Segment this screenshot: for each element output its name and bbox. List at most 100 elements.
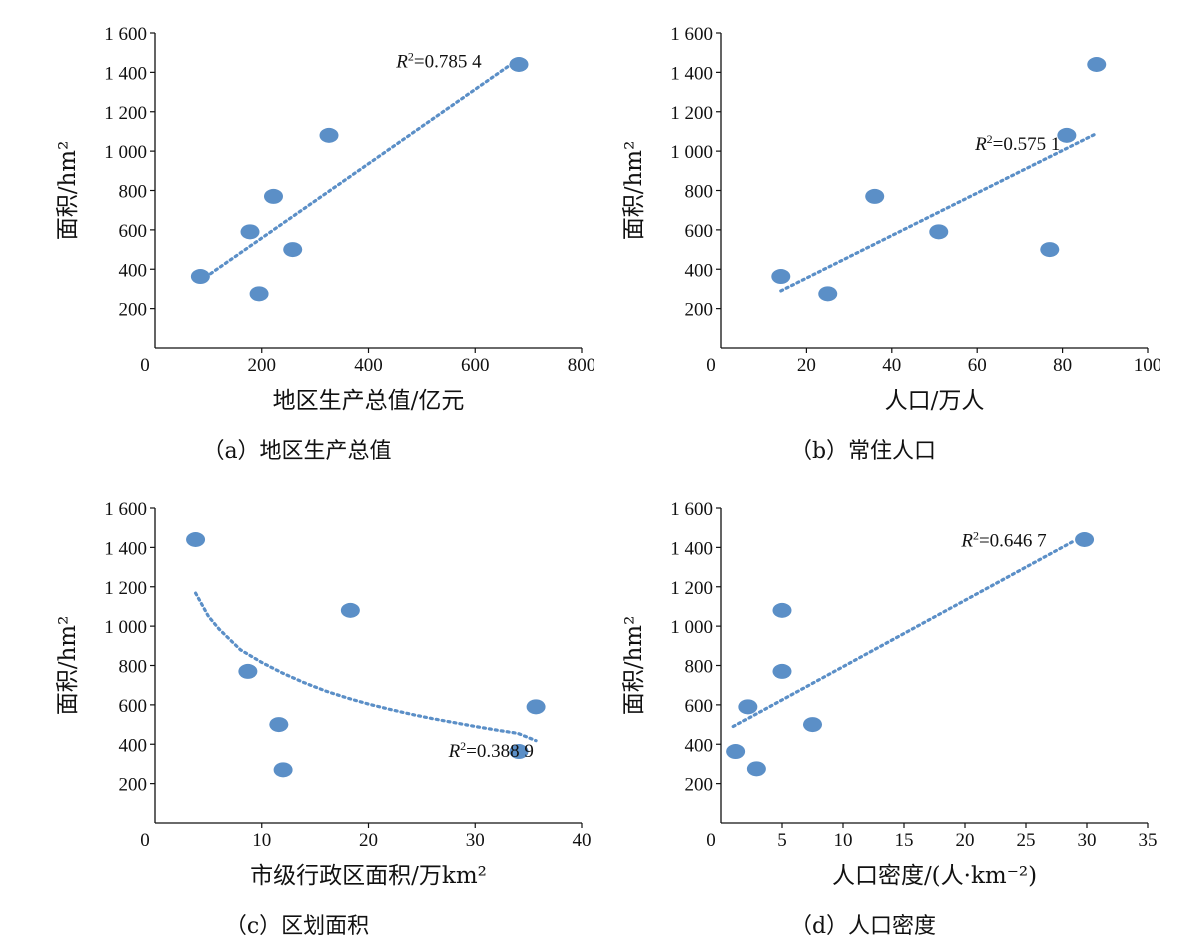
data-point (1075, 532, 1095, 547)
y-tick-label: 200 (119, 775, 148, 796)
y-tick-label: 1 600 (670, 24, 713, 45)
y-tick-label: 600 (685, 221, 714, 242)
y-axis-title: 面积/hm² (621, 616, 647, 716)
x-tick-label: 15 (895, 830, 914, 851)
chart-a: 200 400 600 800 1 000 1 200 1 400 1 600 0 200 400 6… (55, 24, 594, 414)
y-tick-label: 1 200 (670, 578, 713, 599)
panel-b: 200 400 600 800 1 000 1 200 1 400 1 600 0 20 40 60 8… (566, 0, 1160, 473)
panel-a: 200 400 600 800 1 000 1 200 1 400 1 600 0 200 400 6… (0, 0, 594, 473)
caption-d: （d）人口密度 (789, 914, 937, 939)
y-tick-label: 1 600 (104, 24, 147, 45)
y-tick-label: 800 (119, 657, 148, 678)
y-tick-label: 600 (119, 696, 148, 717)
panel-d: 200 400 600 800 1 000 1 200 1 400 1 600 0 5 10 15 20… (566, 475, 1160, 948)
data-point (738, 699, 758, 715)
y-tick-label: 1 400 (104, 538, 147, 559)
x-tick-label: 10 (834, 830, 853, 851)
chart-c: 200 400 600 800 1 000 1 200 1 400 1 600 0 10 20 30 4… (55, 499, 592, 889)
x-tick-label: 30 (466, 830, 485, 851)
x-tick-label: 20 (797, 355, 816, 376)
caption-b: （b）常住人口 (789, 439, 937, 464)
data-point (1087, 57, 1107, 72)
y-axis-title: 面积/hm² (621, 141, 647, 241)
y-tick-label: 1 000 (670, 142, 713, 163)
x-tick-label: 40 (882, 355, 901, 376)
data-point (340, 602, 360, 618)
data-point (269, 717, 289, 733)
x-tick-label: 0 (706, 355, 716, 376)
y-tick-label: 1 200 (104, 103, 147, 124)
y-tick-label: 1 000 (104, 617, 147, 638)
y-tick-label: 1 400 (104, 63, 147, 84)
x-tick-label: 600 (461, 355, 490, 376)
x-tick-label: 100 (1134, 355, 1160, 376)
x-axis-title: 人口密度/(人·km⁻²) (832, 863, 1037, 889)
y-tick-label: 400 (119, 260, 148, 281)
data-point (526, 699, 546, 715)
r2-label: R2=0.575 1 (974, 132, 1060, 155)
x-tick-label: 5 (777, 830, 787, 851)
data-point (929, 224, 949, 240)
y-tick-label: 400 (685, 735, 714, 756)
y-tick-label: 1 000 (104, 142, 147, 163)
x-axis-title: 人口/万人 (885, 388, 985, 414)
y-tick-label: 1 200 (670, 103, 713, 124)
data-point (746, 761, 766, 777)
x-tick-label: 35 (1139, 830, 1158, 851)
data-point (238, 663, 258, 679)
data-point (263, 188, 283, 204)
y-tick-label: 200 (685, 300, 714, 321)
y-axis-title: 面积/hm² (55, 141, 81, 241)
data-point (726, 744, 746, 760)
x-tick-label: 0 (140, 830, 150, 851)
r2-label: R2=0.388 9 (448, 739, 534, 762)
data-point (509, 57, 529, 72)
x-tick-label: 200 (248, 355, 277, 376)
data-point (283, 242, 303, 258)
chart-d: 200 400 600 800 1 000 1 200 1 400 1 600 0 5 10 15 20… (621, 499, 1158, 889)
x-axis-title: 市级行政区面积/万km² (250, 863, 487, 889)
trendline (779, 131, 1099, 293)
data-point (803, 717, 822, 733)
data-point (319, 127, 339, 143)
y-tick-label: 200 (119, 300, 148, 321)
y-axis-title: 面积/hm² (55, 616, 81, 716)
data-point (1040, 242, 1060, 258)
x-tick-label: 0 (140, 355, 150, 376)
data-point (772, 663, 792, 679)
y-tick-label: 600 (119, 221, 148, 242)
trendline (204, 59, 517, 279)
x-tick-label: 30 (1078, 830, 1097, 851)
x-axis-title: 地区生产总值/亿元 (273, 388, 465, 414)
r2-label: R2=0.785 4 (395, 50, 482, 73)
data-point (509, 744, 529, 760)
data-point (818, 286, 838, 302)
trendline (731, 538, 1077, 729)
x-tick-label: 25 (1017, 830, 1036, 851)
y-tick-label: 1 600 (670, 499, 713, 520)
data-point (190, 269, 210, 285)
y-tick-label: 1 600 (104, 499, 147, 520)
data-point (186, 532, 206, 547)
x-tick-label: 60 (968, 355, 987, 376)
data-point (772, 602, 792, 618)
chart-b: 200 400 600 800 1 000 1 200 1 400 1 600 0 20 40 60 8… (621, 24, 1160, 414)
y-tick-label: 800 (119, 182, 148, 203)
data-point (240, 224, 260, 240)
x-tick-label: 40 (573, 830, 592, 851)
y-tick-label: 200 (685, 775, 714, 796)
x-tick-label: 800 (568, 355, 594, 376)
y-tick-label: 400 (119, 735, 148, 756)
caption-c: （c）区划面积 (224, 914, 370, 939)
data-point (865, 188, 885, 204)
y-tick-label: 600 (685, 696, 714, 717)
y-tick-label: 1 000 (670, 617, 713, 638)
y-tick-label: 800 (685, 182, 714, 203)
data-point (771, 269, 791, 285)
x-tick-label: 20 (956, 830, 975, 851)
x-tick-label: 10 (252, 830, 271, 851)
r2-label: R2=0.646 7 (960, 528, 1046, 551)
data-point (249, 286, 269, 302)
y-tick-label: 800 (685, 657, 714, 678)
data-point (273, 762, 293, 778)
